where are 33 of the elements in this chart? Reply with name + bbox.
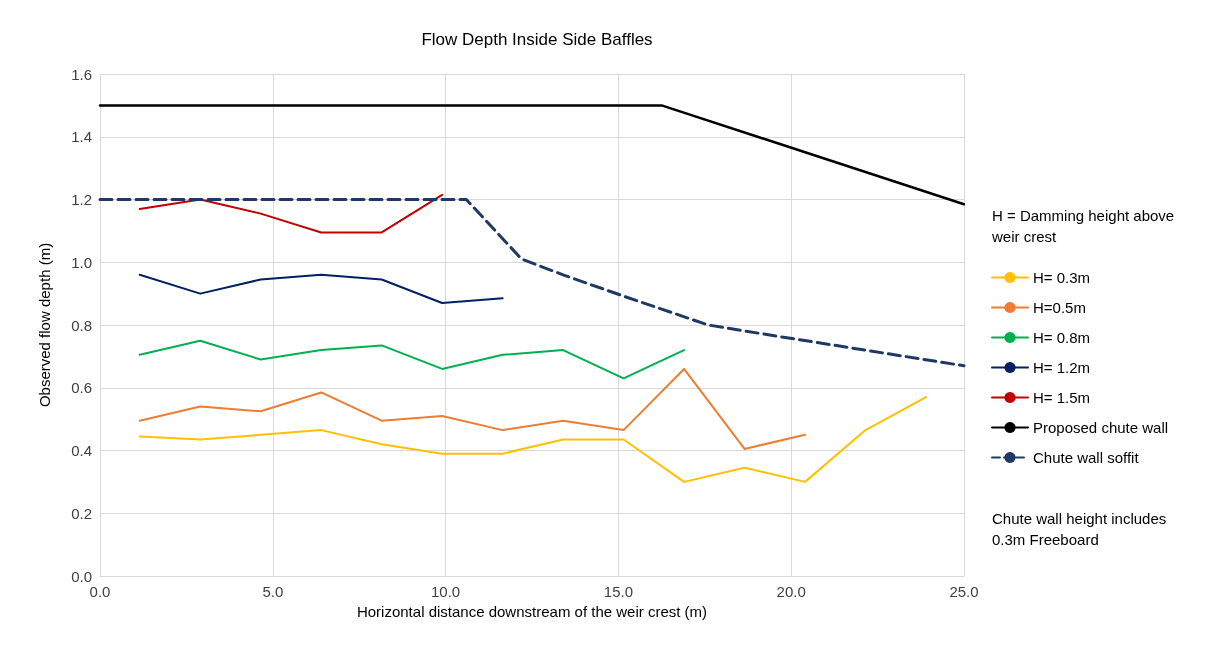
- x-tick-label: 0.0: [89, 583, 111, 600]
- y-tick-label: 0.4: [71, 442, 92, 459]
- y-tick-label: 1.4: [71, 128, 92, 146]
- y-tick-label: 1.0: [71, 253, 92, 271]
- x-tick-label: 20.0: [776, 583, 806, 600]
- y-tick-label: 0.2: [71, 504, 92, 522]
- y-tick-label: 0.0: [71, 567, 92, 585]
- x-tick-label: 5.0: [262, 583, 284, 600]
- legend-label: H=0.5m: [1033, 299, 1086, 316]
- chart-title: Flow Depth Inside Side Baffles: [421, 30, 653, 49]
- line-series: [138, 396, 927, 483]
- line-series: [138, 273, 504, 305]
- y-axis-title: Observed flow depth (m): [36, 242, 53, 408]
- x-axis-title: Horizontal distance downstream of the weir crest (m): [356, 603, 708, 620]
- y-tick-label: 1.2: [71, 191, 92, 208]
- legend-label: H= 0.3m: [1033, 269, 1091, 286]
- line-series: [98, 198, 966, 368]
- y-tick-label: 0.6: [71, 379, 92, 397]
- legend-title: H = Damming height above weir crest: [991, 207, 1179, 245]
- legend-label: H= 1.5m: [1033, 389, 1091, 406]
- y-tick-label: 1.6: [71, 65, 92, 83]
- x-tick-label: 15.0: [603, 583, 633, 600]
- legend-label: H= 0.8m: [1033, 329, 1091, 346]
- legend-label: H= 1.2m: [1033, 359, 1091, 376]
- legend-label: Proposed chute wall: [1033, 419, 1169, 436]
- text: Chute wall height includes 0.3m Freeboard: [992, 510, 1171, 548]
- legend-label: Chute wall soffit: [1033, 449, 1140, 466]
- line-series: [138, 339, 686, 380]
- line-series: [138, 367, 807, 450]
- x-tick-label: 25.0: [949, 583, 979, 600]
- line-series: [138, 193, 444, 234]
- y-tick-label: 0.8: [71, 316, 92, 334]
- x-tick-label: 10.0: [431, 583, 461, 600]
